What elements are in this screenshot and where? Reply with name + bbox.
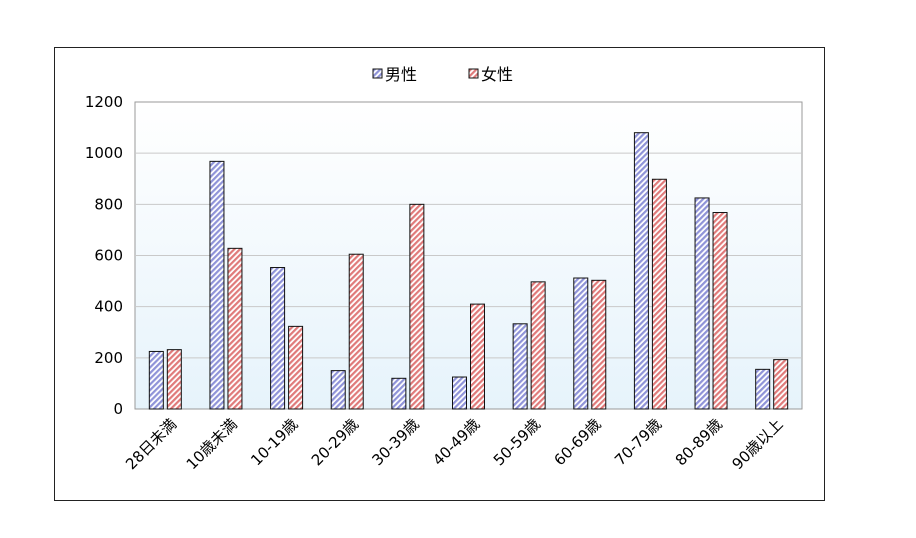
legend: 男性 女性	[372, 65, 513, 84]
bar-female	[712, 212, 728, 410]
x-tick-label: 20-29歳	[308, 415, 362, 469]
chart-frame: 0 200 400 600 800 1000 1200 28日未満 10歳未満 10-19歳 20…	[54, 47, 825, 501]
x-tick-label: 70-79歳	[611, 415, 665, 469]
legend-label: 女性	[481, 65, 513, 84]
y-tick-label: 600	[94, 247, 123, 265]
x-tick-label: 30-39歳	[369, 415, 423, 469]
bar-female	[773, 359, 789, 410]
bar-chart: 0 200 400 600 800 1000 1200 28日未満 10歳未満 10-19歳 20…	[85, 65, 803, 473]
bar-female	[591, 279, 607, 410]
x-tick-label: 10-19歳	[247, 415, 301, 469]
x-tick-label: 60-69歳	[550, 415, 604, 469]
x-tick-label: 28日未満	[122, 415, 180, 473]
bar-female	[288, 325, 304, 410]
legend-swatch	[372, 68, 383, 79]
y-tick-label: 0	[113, 400, 123, 418]
x-tick-label: 10歳未満	[183, 415, 241, 473]
bar-male	[270, 267, 286, 410]
x-tick-label: 90歳以上	[728, 415, 786, 473]
bar-male	[148, 350, 164, 410]
bar-male	[209, 160, 225, 410]
legend-swatch	[468, 68, 479, 79]
bar-female	[409, 203, 425, 410]
bar-female	[227, 247, 243, 410]
y-tick-label: 1000	[85, 144, 123, 162]
bar-female	[166, 349, 182, 410]
bar-male	[633, 132, 649, 410]
legend-label: 男性	[385, 65, 417, 84]
y-tick-label: 800	[94, 195, 123, 213]
y-tick-label: 200	[94, 349, 123, 367]
bars	[148, 132, 789, 410]
y-tick-label: 1200	[85, 93, 123, 111]
x-tick-label: 50-59歳	[490, 415, 544, 469]
x-axis: 28日未満 10歳未満 10-19歳 20-29歳 30-39歳 40-49歳 50-59歳…	[122, 415, 786, 473]
x-tick-label: 40-49歳	[429, 415, 483, 469]
bar-female	[470, 303, 485, 410]
bar-female	[348, 253, 364, 410]
bar-male	[573, 277, 589, 410]
bar-male	[694, 197, 710, 410]
bar-female	[530, 281, 546, 410]
bar-female	[651, 178, 667, 410]
bar-male	[512, 323, 528, 410]
bar-male	[452, 376, 467, 410]
bar-male	[330, 370, 346, 410]
x-tick-label: 80-89歳	[672, 415, 726, 469]
y-tick-label: 400	[94, 298, 123, 316]
bar-male	[755, 368, 771, 410]
bar-male	[391, 377, 407, 410]
y-axis: 0 200 400 600 800 1000 1200	[85, 93, 123, 418]
grid-lines	[135, 152, 802, 359]
